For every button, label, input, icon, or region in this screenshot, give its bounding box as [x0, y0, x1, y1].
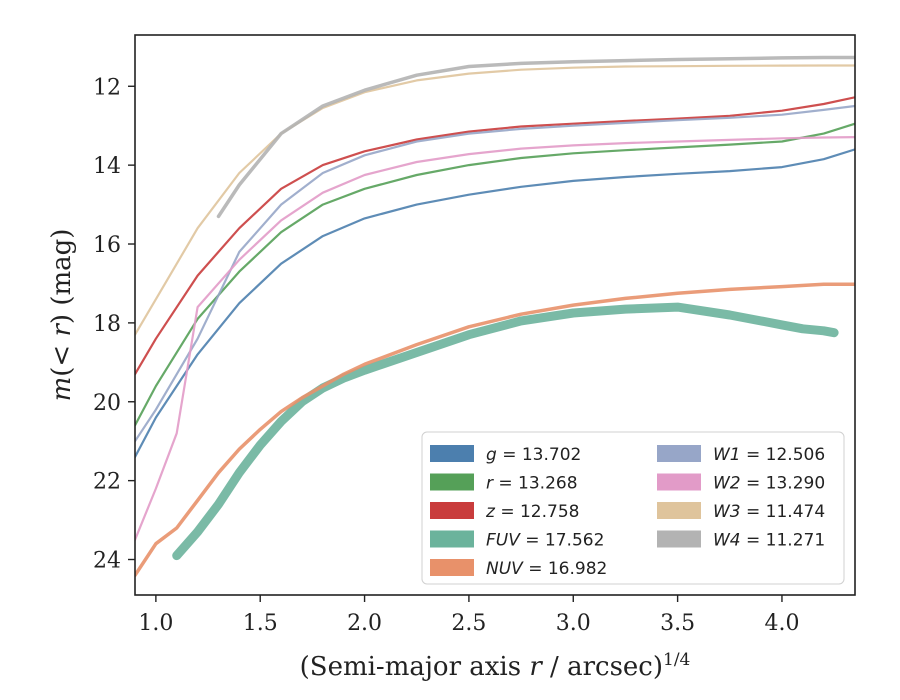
- legend: g = 13.702 r = 13.268 z = 12.758 FUV = 17.5…: [421, 431, 845, 585]
- plot-frame: [134, 34, 856, 596]
- y-axis-ticks: 12 14 16 18 20 22 24: [93, 75, 135, 574]
- y-tick-label: 20: [93, 391, 121, 416]
- series-line-w3: [135, 64, 855, 336]
- x-axis-ticks: 1.0 1.5 2.0 2.5 3.0 3.5 4.0: [138, 595, 799, 636]
- legend-label-nuv: NUV = 16.982: [486, 559, 607, 579]
- series-line-fuv: [172, 302, 839, 561]
- series-layer: [135, 55, 855, 578]
- legend-swatch-w2: [657, 473, 701, 491]
- series-line-z: [135, 96, 855, 376]
- series-line-g: [135, 148, 855, 459]
- legend-box: [421, 431, 845, 585]
- legend-label-fuv: FUV = 17.562: [486, 531, 604, 551]
- x-axis-label: (Semi-major axis r / arcsec)1/4: [300, 650, 691, 682]
- legend-label-z: z = 12.758: [485, 502, 579, 522]
- legend-swatch-g: [430, 445, 474, 462]
- legend-swatch-w4: [657, 530, 701, 548]
- legend-label-g: g = 13.702: [486, 445, 581, 465]
- legend-label-w4: W4 = 11.271: [713, 531, 825, 551]
- legend-swatch-fuv: [430, 530, 474, 548]
- series-line-r: [135, 122, 855, 427]
- series-line-w4: [216, 55, 855, 219]
- y-tick-label: 16: [93, 233, 121, 258]
- x-tick-label: 1.5: [243, 611, 278, 636]
- y-tick-label: 24: [93, 549, 121, 574]
- legend-swatch-z: [430, 502, 474, 519]
- legend-swatch-w1: [657, 445, 701, 462]
- y-tick-label: 22: [93, 470, 121, 495]
- legend-swatch-r: [430, 473, 474, 491]
- x-tick-label: 3.0: [556, 611, 591, 636]
- y-tick-label: 18: [93, 312, 121, 337]
- y-axis-label: m(< r) (mag): [47, 229, 77, 402]
- legend-swatch-nuv: [430, 559, 474, 576]
- y-tick-label: 12: [93, 75, 121, 100]
- x-tick-label: 2.5: [451, 611, 486, 636]
- series-line-w2: [135, 136, 855, 541]
- x-tick-label: 3.5: [660, 611, 695, 636]
- legend-label-w2: W2 = 13.290: [713, 474, 825, 494]
- y-tick-label: 14: [93, 154, 121, 179]
- x-tick-label: 4.0: [764, 611, 799, 636]
- legend-label-w1: W1 = 12.506: [713, 445, 825, 465]
- x-tick-label: 2.0: [347, 611, 382, 636]
- series-line-w1: [135, 104, 855, 443]
- legend-label-w3: W3 = 11.474: [713, 502, 825, 522]
- legend-label-r: r = 13.268: [486, 474, 578, 494]
- legend-swatch-w3: [657, 502, 701, 519]
- x-tick-label: 1.0: [138, 611, 173, 636]
- series-line-nuv: [135, 282, 855, 578]
